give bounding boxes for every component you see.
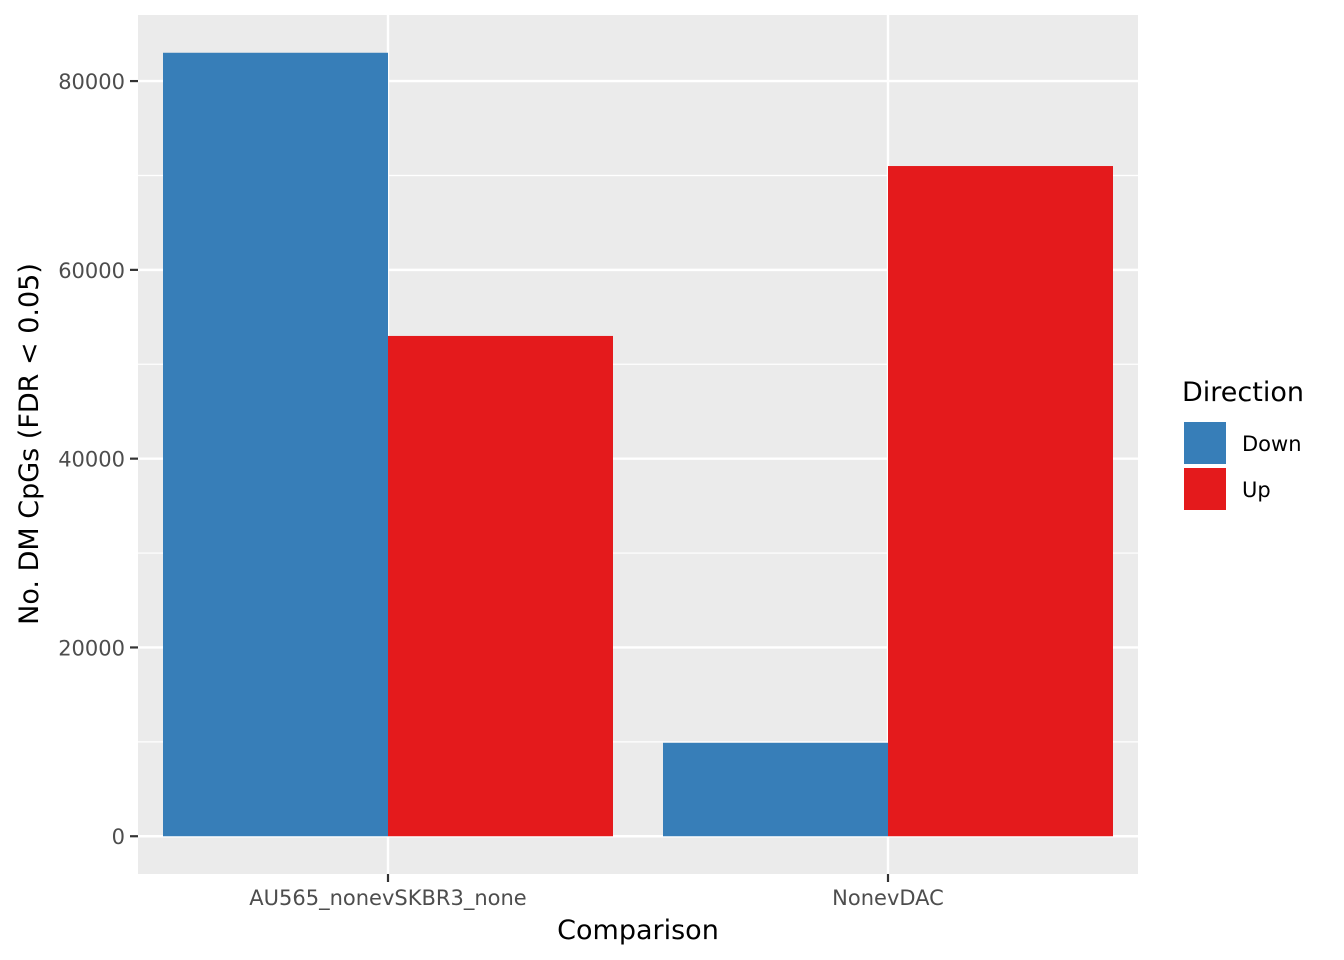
legend-key-down xyxy=(1184,422,1226,464)
bars xyxy=(163,52,1113,837)
y-tick-label: 40000 xyxy=(58,448,125,472)
legend: Direction Down Up xyxy=(1182,377,1304,510)
x-tick-label: NonevDAC xyxy=(832,886,944,910)
y-tick-label: 60000 xyxy=(58,259,125,283)
bar-down-1 xyxy=(163,52,388,837)
y-axis-title: No. DM CpGs (FDR < 0.05) xyxy=(14,263,45,625)
x-tick-label: AU565_nonevSKBR3_none xyxy=(249,886,526,911)
x-axis-title: Comparison xyxy=(557,915,719,946)
legend-key-up xyxy=(1184,468,1226,510)
y-tick-label: 80000 xyxy=(58,70,125,94)
bar-down-2 xyxy=(663,742,888,837)
y-tick-label: 0 xyxy=(112,825,125,849)
bar-up-1 xyxy=(388,335,613,837)
bar-up-2 xyxy=(888,166,1113,837)
x-axis: AU565_nonevSKBR3_none NonevDAC xyxy=(249,874,944,911)
legend-label-up: Up xyxy=(1242,478,1271,502)
y-tick-label: 20000 xyxy=(58,636,125,660)
legend-title: Direction xyxy=(1182,377,1304,408)
y-axis: 0 20000 40000 60000 80000 xyxy=(58,70,138,849)
legend-label-down: Down xyxy=(1242,432,1302,456)
